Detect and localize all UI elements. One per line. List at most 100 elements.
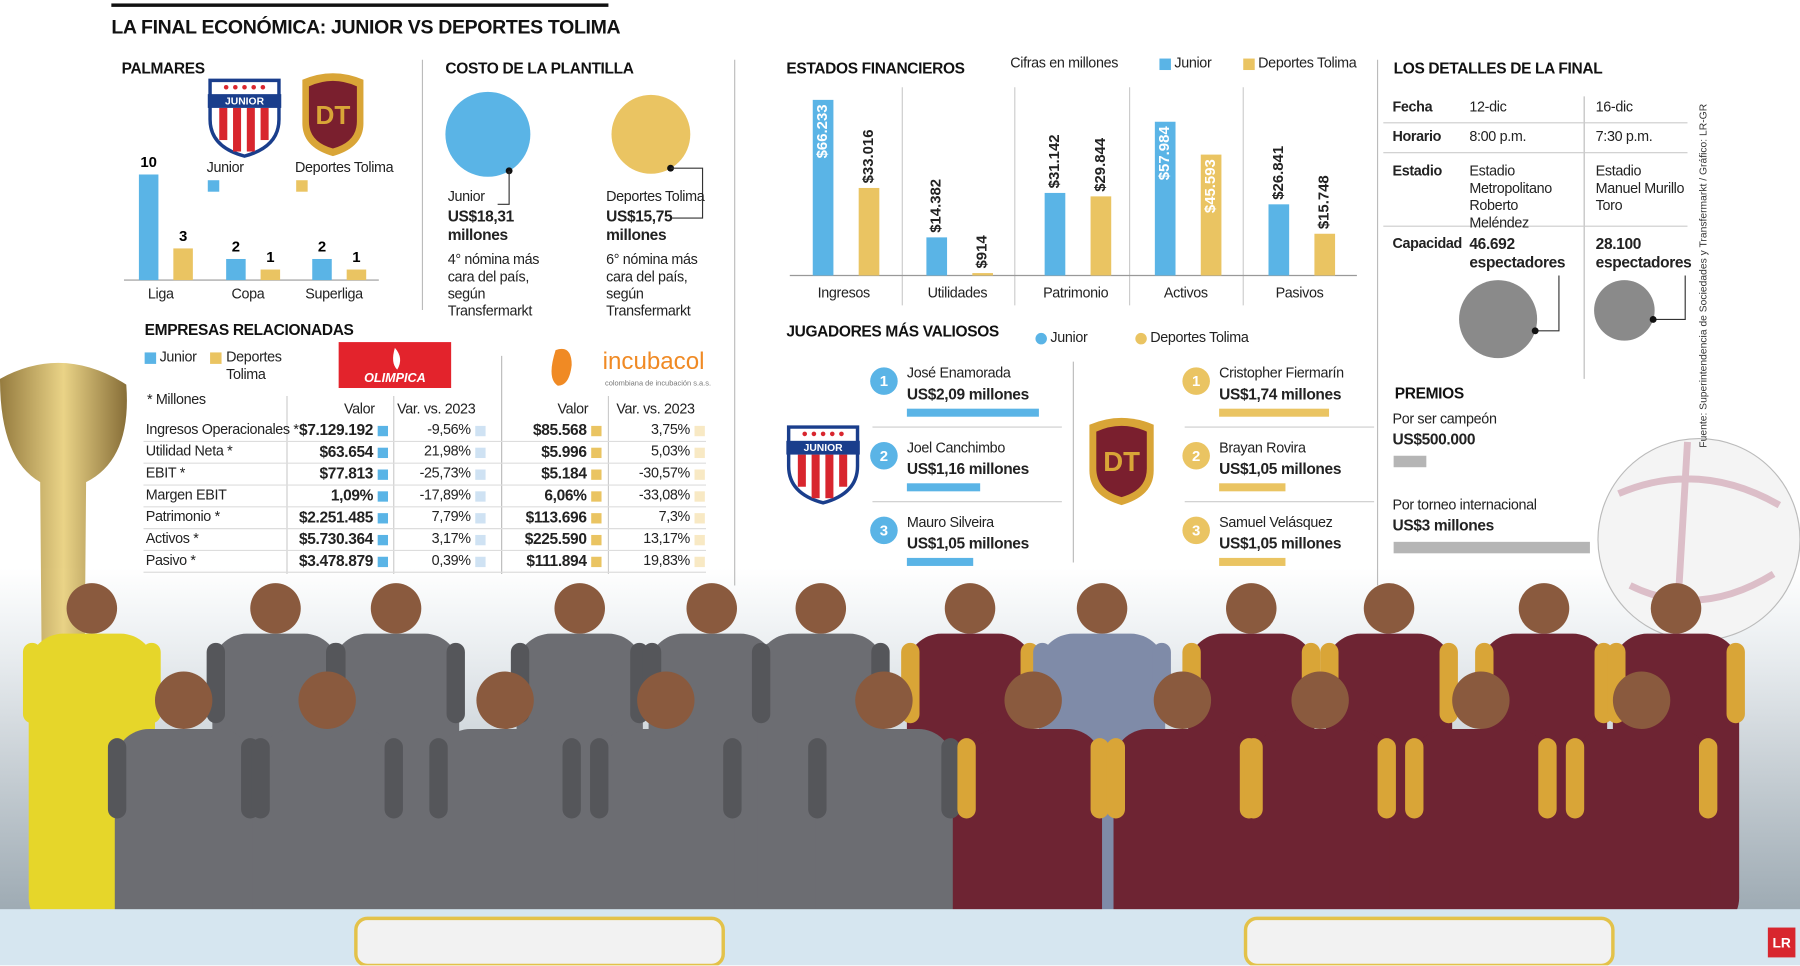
player-head — [554, 583, 605, 634]
value-label: US$18,31 millones — [447, 207, 515, 244]
column-header: Var. vs. 2023 — [616, 400, 695, 417]
cell-swatch — [377, 556, 389, 568]
cell-swatch — [475, 469, 486, 480]
player-body — [596, 728, 735, 948]
bar — [226, 258, 246, 281]
brand-text: LR — [1772, 935, 1790, 950]
legend-swatch — [1243, 58, 1255, 71]
leader-dot — [1649, 316, 1657, 323]
player-name: Cristopher Fiermarín — [1219, 365, 1344, 382]
player-body — [436, 728, 574, 948]
player-sleeve — [384, 738, 403, 819]
row-label: EBIT * — [145, 464, 186, 481]
category-label: Liga — [147, 285, 174, 302]
player-sleeve — [1244, 738, 1263, 819]
section-title: EMPRESAS RELACIONADAS — [144, 321, 354, 339]
player-body — [815, 728, 953, 948]
value-label: US$3 millones — [1392, 516, 1494, 534]
cell: Estadio Manuel Murillo Toro — [1595, 163, 1685, 214]
rank-number: 3 — [880, 522, 888, 539]
player-head — [1153, 671, 1212, 729]
crest-stripe — [839, 454, 848, 487]
row-label: Estadio — [1392, 163, 1442, 180]
crest-text: DT — [1103, 446, 1140, 477]
cell: -9,56% — [427, 421, 471, 438]
page-title: LA FINAL ECONÓMICA: JUNIOR VS DEPORTES T… — [111, 16, 621, 38]
value-label: 46.692 espectadores — [1469, 235, 1566, 272]
player-sleeve — [1538, 738, 1557, 819]
cell: $111.894 — [526, 552, 587, 570]
rank-badge — [1182, 367, 1210, 395]
column-header: Valor — [343, 400, 375, 417]
cell-swatch — [591, 469, 602, 480]
cell-swatch — [377, 469, 389, 480]
value-label: $33.016 — [860, 129, 877, 183]
player-sleeve — [808, 738, 827, 819]
legend-swatch — [207, 180, 220, 192]
cell: Estadio Metropolitano Roberto Meléndez — [1469, 163, 1552, 231]
cell-swatch — [475, 513, 486, 524]
crest-text: JUNIOR — [804, 443, 844, 454]
bar — [1219, 408, 1330, 417]
cell-swatch — [694, 534, 705, 546]
value-label: US$1,05 millones — [1219, 460, 1342, 478]
cell: 8:00 p.m. — [1469, 128, 1527, 145]
cell-swatch — [377, 425, 389, 437]
value-label: 3 — [179, 228, 187, 245]
cell-swatch — [694, 425, 705, 437]
source: Fuente: Superintendencia de Sociedades y… — [1698, 104, 1709, 448]
cell: $7.129.192 — [298, 421, 374, 439]
bubble — [1459, 280, 1538, 359]
player-head — [1612, 671, 1671, 729]
note: * Millones — [146, 391, 206, 408]
cell-swatch — [591, 491, 602, 502]
player-sleeve — [1698, 738, 1718, 819]
logo-text: incubacol — [603, 348, 705, 375]
bar — [1219, 483, 1286, 492]
bar — [1154, 121, 1176, 276]
value-label: $15.748 — [1316, 175, 1333, 229]
banner-board — [1243, 916, 1615, 966]
logo-text: OLIMPICA — [364, 371, 426, 385]
legend-label: Junior — [1174, 55, 1212, 72]
value-label: $66.233 — [814, 104, 831, 158]
player-head — [1226, 583, 1277, 634]
cell: $2.251.485 — [298, 508, 374, 526]
crest-band — [207, 94, 282, 108]
cell: 7:30 p.m. — [1595, 128, 1653, 145]
crest-stripe — [233, 107, 242, 152]
crest-star — [251, 84, 256, 90]
cell-swatch — [694, 556, 705, 568]
bar — [1200, 154, 1222, 276]
player-sleeve — [1565, 738, 1585, 819]
player-head — [1004, 671, 1062, 729]
legend-label: Deportes Tolima — [295, 159, 394, 176]
crest-star — [233, 84, 238, 90]
section-title: COSTO DE LA PLANTILLA — [445, 59, 634, 77]
cell-swatch — [475, 556, 486, 568]
crest-stripe — [811, 454, 820, 499]
cell: -25,73% — [419, 464, 471, 481]
cell-swatch — [475, 491, 486, 502]
crest-band — [786, 440, 860, 455]
leader-line — [497, 170, 510, 205]
player-head — [298, 671, 356, 729]
legend-label: Deportes Tolima — [1150, 329, 1249, 346]
cell: 7,3% — [658, 508, 691, 525]
crest-stripe — [219, 107, 228, 141]
legend-dot — [1035, 332, 1047, 345]
bubble-label: Junior — [447, 188, 485, 205]
player-head — [686, 583, 737, 634]
crest-star — [242, 84, 247, 90]
cell: $63.654 — [319, 443, 374, 461]
player-sleeve — [429, 738, 448, 819]
player-sleeve — [723, 738, 742, 819]
cell-swatch — [475, 534, 486, 546]
cell: 0,39% — [431, 552, 471, 569]
cell-swatch — [475, 425, 486, 437]
value-label: 10 — [140, 154, 157, 171]
value-label: 1 — [266, 249, 274, 266]
player-head — [1291, 671, 1349, 729]
bar — [812, 99, 834, 276]
